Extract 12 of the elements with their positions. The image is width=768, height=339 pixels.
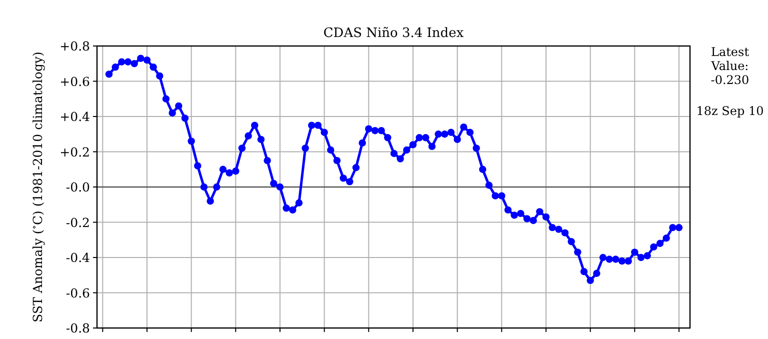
y-tick-label: -0.4 <box>66 250 90 265</box>
y-tick-label: +0.4 <box>60 109 90 124</box>
y-tick-label: -0.0 <box>66 180 90 194</box>
y-tick-label: -0.2 <box>66 214 90 230</box>
y-tick-label: -0.8 <box>66 320 90 336</box>
chart-title: CDAS Niño 3.4 Index <box>323 26 464 41</box>
text: 18z Sep 10 <box>696 104 764 118</box>
y-tick-label: +0.6 <box>60 74 90 89</box>
y-tick-label: -0.6 <box>66 285 90 300</box>
text: Latest Value: -0.230 <box>710 45 750 87</box>
y-tick-label: +0.2 <box>60 144 90 160</box>
y-tick-label: +0.8 <box>60 38 90 54</box>
